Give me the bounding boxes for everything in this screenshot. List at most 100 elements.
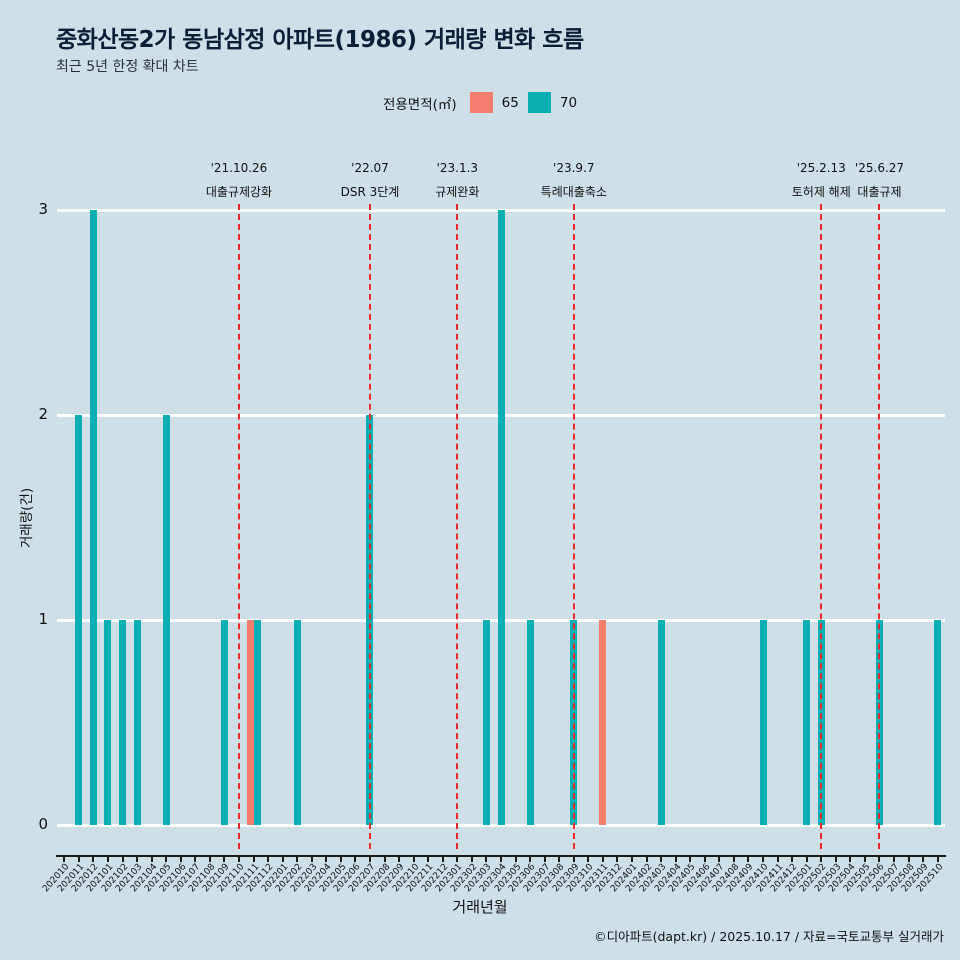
x-tick-mark [398,857,401,862]
legend-swatch-65 [469,92,493,113]
x-tick-mark [645,857,648,862]
bar-70-202103 [133,620,141,825]
x-tick-mark [223,857,226,862]
x-tick-mark [703,857,706,862]
page-subtitle: 최근 5년 한정 확대 차트 [56,59,199,75]
bar-70-202101 [104,620,112,825]
x-tick-mark [863,857,866,862]
x-tick-mark [893,857,896,862]
x-tick-mark [558,857,561,862]
annotation-date: '25.2.13 [796,161,846,175]
annotation-date: '21.10.26 [210,161,268,175]
bar-70-202109 [220,620,228,825]
bar-70-202202 [293,620,301,825]
x-tick-mark [922,857,925,862]
bar-70-202105 [162,415,170,825]
annotation-label: 대출규제 [857,185,902,199]
annotation-label: 규제완화 [435,185,480,199]
x-tick-mark [368,857,371,862]
x-tick-mark [470,857,473,862]
annotation-line-202207 [368,204,371,849]
legend-swatch-70 [527,92,551,113]
x-axis-label: 거래년월 [452,898,508,916]
x-tick-mark [179,857,182,862]
x-tick-mark [208,857,211,862]
y-tick-label: 1 [38,610,48,628]
x-tick-mark [674,857,677,862]
x-tick-mark [660,857,663,862]
annotation-label: 대출규제강화 [205,185,273,199]
bar-70-202510 [934,620,942,825]
x-tick-mark [732,857,735,862]
x-tick-mark [514,857,517,862]
annotation-line-202506 [878,204,881,849]
x-tick-mark [194,857,197,862]
x-tick-mark [237,857,240,862]
bar-70-202303 [482,620,490,825]
x-tick-mark [776,857,779,862]
x-tick-mark [77,857,80,862]
x-tick-mark [441,857,444,862]
x-tick-mark [631,857,634,862]
x-tick-mark [500,857,502,862]
x-tick-mark [106,857,109,862]
x-tick-mark [718,857,721,862]
x-tick-mark [456,857,459,862]
x-tick-mark [762,857,765,862]
x-tick-mark [907,857,910,862]
bar-70-202011 [75,415,83,825]
annotation-date: '23.1.3 [436,161,479,175]
annotation-date: '25.6.27 [854,161,905,175]
x-tick-mark [834,857,837,862]
x-tick-mark [878,857,881,862]
x-tick-mark [791,857,794,862]
bar-70-202306 [526,620,534,825]
x-tick-mark [587,857,590,862]
bar-70-202111 [253,620,261,825]
bar-70-202410 [759,620,767,825]
x-axis-line [56,855,946,857]
y-axis-label: 거래량(건) [19,487,35,549]
x-tick-mark [936,857,939,862]
x-tick-mark [252,857,255,862]
x-tick-mark [805,857,808,862]
x-tick-mark [820,857,823,862]
x-tick-mark [150,857,153,862]
x-tick-mark [485,857,488,862]
x-tick-mark [529,857,532,862]
x-tick-mark [354,857,357,862]
annotation-label: DSR 3단계 [340,185,400,199]
x-tick-mark [63,857,66,862]
x-tick-mark [747,857,750,862]
bar-70-202304 [497,210,505,825]
annotation-date: '22.07 [351,161,389,175]
x-tick-mark [412,857,415,862]
x-tick-mark [310,857,313,862]
bar-70-202501 [803,620,811,825]
x-tick-mark [616,857,619,862]
y-tick-label: 3 [38,200,48,218]
footer-credit: ©디아파트(dapt.kr) / 2025.10.17 / 자료=국토교통부 실… [594,929,944,944]
annotation-line-202309 [572,204,575,849]
x-tick-mark [325,857,328,862]
legend-item-70-label: 70 [559,94,578,111]
bar-70-202012 [89,210,97,825]
x-tick-mark [339,857,342,862]
legend: 전용면적(㎡) 65 70 [0,92,960,113]
annotation-date: '23.9.7 [553,161,595,175]
x-tick-mark [281,857,284,862]
y-tick-label: 0 [38,815,48,833]
x-tick-mark [849,857,852,862]
bar-65-202111 [246,620,254,825]
bar-70-202403 [657,620,665,825]
x-tick-mark [572,857,575,862]
annotation-label: 특례대출축소 [540,185,607,199]
x-tick-mark [165,857,168,862]
annotation-line-202110 [237,204,240,849]
annotation-line-202502 [820,204,823,849]
x-tick-mark [296,857,299,862]
legend-title: 전용면적(㎡) [382,96,457,113]
bar-70-202102 [119,620,126,825]
y-tick-label: 2 [38,405,48,423]
